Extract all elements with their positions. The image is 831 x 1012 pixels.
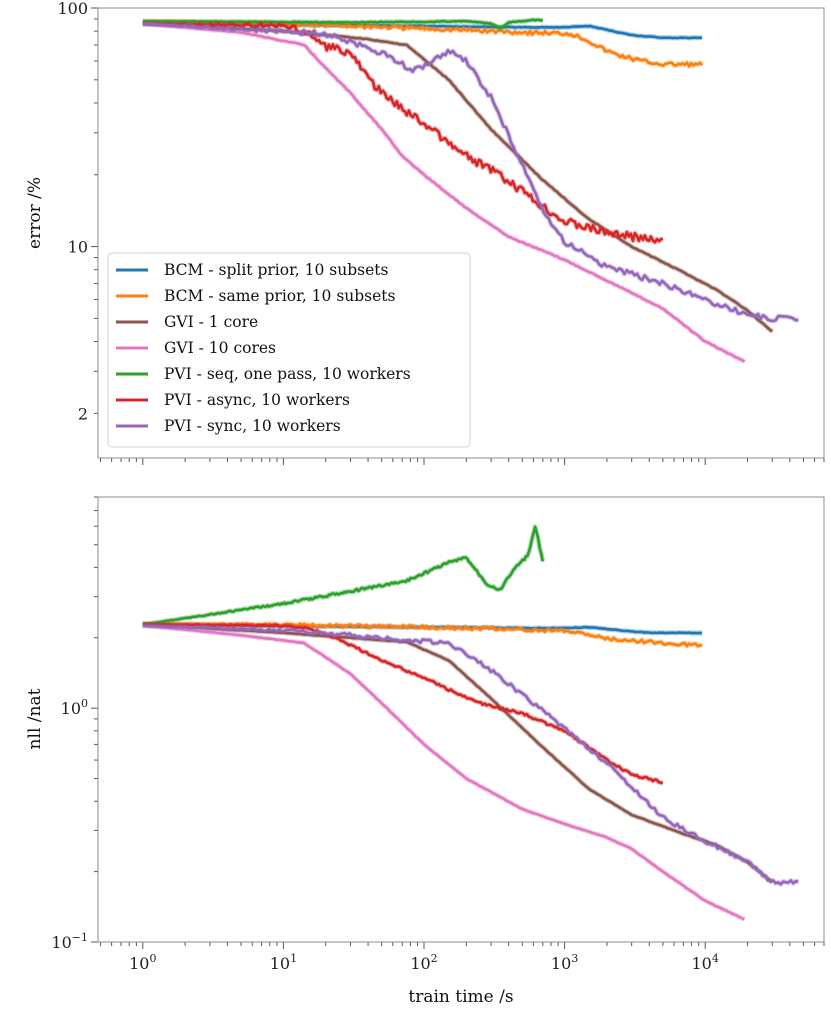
legend-entry: PVI - async, 10 workers <box>164 391 350 409</box>
legend: BCM - split prior, 10 subsets BCM - same … <box>107 252 471 448</box>
y-tick-label: 2 <box>78 404 88 423</box>
x-tick-label: 100 <box>129 952 156 973</box>
series-band-gvi-1-core <box>142 622 775 885</box>
series-line-pvi-sync-10-workers <box>142 624 799 886</box>
error-panel-ticks: 2 10 100 <box>57 0 825 465</box>
series-line-pvi-seq-one-pass-10-workers <box>142 18 543 30</box>
error-panel-series <box>141 17 799 364</box>
series-line-pvi-async-10-workers <box>142 21 664 244</box>
error-panel: 2 10 100 error /% BCM - split prior, 10 su… <box>25 0 825 465</box>
legend-entry: PVI - seq, one pass, 10 workers <box>164 365 411 383</box>
series-band-gvi-10-cores <box>142 622 746 922</box>
series-band-pvi-async-10-workers <box>142 20 664 245</box>
nll-panel-series <box>141 524 799 922</box>
series-line-gvi-1-core <box>142 623 774 884</box>
series-line-pvi-seq-one-pass-10-workers <box>142 525 545 626</box>
legend-entry: GVI - 1 core <box>164 313 258 331</box>
y-tick-label: 100 <box>61 697 88 718</box>
nll-panel: 100 101 102 103 104 10−1 100 nll /nat train ti… <box>25 496 825 1007</box>
series-band-pvi-seq-one-pass-10-workers <box>141 524 546 627</box>
x-tick-label: 103 <box>551 952 578 973</box>
y-tick-label: 10 <box>68 238 88 257</box>
nll-panel-frame <box>97 496 825 943</box>
nll-axis-label: nll /nat <box>25 688 45 749</box>
y-tick-label: 10−1 <box>51 931 88 952</box>
x-tick-label: 101 <box>270 952 297 973</box>
legend-entry: GVI - 10 cores <box>164 339 276 357</box>
y-tick-label: 100 <box>57 0 88 18</box>
series-line-pvi-sync-10-workers <box>142 22 799 323</box>
error-axis-label: error /% <box>25 177 45 249</box>
series-band-pvi-sync-10-workers <box>142 623 799 887</box>
series-line-gvi-10-cores <box>142 22 746 363</box>
series-line-pvi-async-10-workers <box>142 623 664 785</box>
x-tick-label: 102 <box>410 952 437 973</box>
series-line-gvi-10-cores <box>142 624 745 921</box>
x-axis-label: train time /s <box>408 987 513 1007</box>
x-tick-label: 104 <box>692 952 719 973</box>
legend-entry: PVI - sync, 10 workers <box>164 417 341 435</box>
nll-panel-ticks: 100 101 102 103 104 10−1 100 <box>51 496 825 973</box>
legend-entry: BCM - same prior, 10 subsets <box>164 287 396 305</box>
legend-box <box>107 252 471 448</box>
series-band-pvi-async-10-workers <box>142 622 664 786</box>
error-panel-frame <box>97 7 825 459</box>
legend-entry: BCM - split prior, 10 subsets <box>164 261 388 279</box>
